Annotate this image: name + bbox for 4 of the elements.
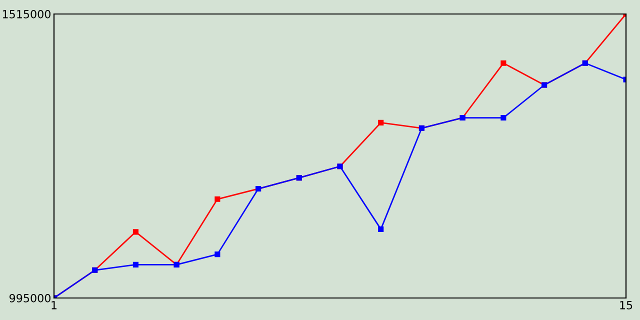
x-tick-label: 15 — [620, 301, 632, 310]
x-tick-label: 1 — [52, 301, 57, 310]
y-tick-label: 1515000 — [2, 10, 50, 18]
y-tick-label: 995000 — [10, 294, 50, 302]
